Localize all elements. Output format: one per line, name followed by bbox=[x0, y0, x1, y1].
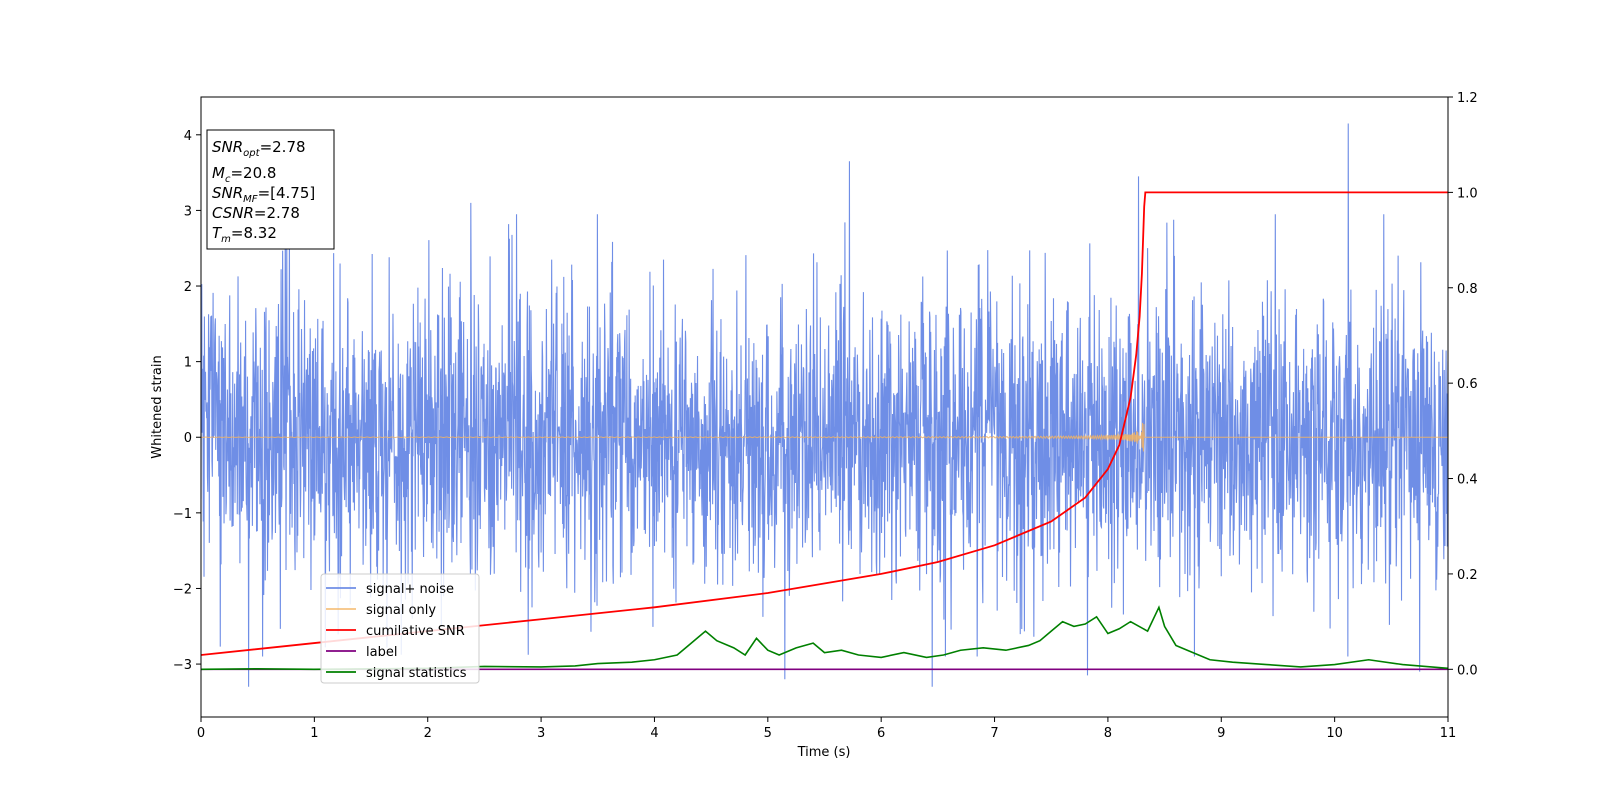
y-left-tick-label: −3 bbox=[173, 658, 192, 673]
y-right-tick-label: 1.0 bbox=[1457, 186, 1478, 201]
x-tick-label: 6 bbox=[877, 726, 885, 741]
annotation-snr-opt: SNRopt=2.78 bbox=[212, 138, 306, 159]
y-right-tick-label: 0.8 bbox=[1457, 282, 1478, 297]
x-tick-label: 4 bbox=[650, 726, 658, 741]
y-left-tick-label: 0 bbox=[184, 431, 192, 446]
legend: signal+ noise signal only cumilative SNR la… bbox=[320, 573, 480, 684]
series-signal-statistics-line bbox=[201, 605, 1448, 671]
legend-label-signal-statistics: signal statistics bbox=[366, 666, 467, 681]
y-right-tick-label: 0.0 bbox=[1457, 663, 1478, 678]
annotation-tm: Tm=8.32 bbox=[212, 224, 277, 245]
legend-label-signal-noise: signal+ noise bbox=[366, 582, 454, 597]
y-left-tick-label: −2 bbox=[173, 582, 192, 597]
x-tick-label: 3 bbox=[537, 726, 545, 741]
annotation-csnr: CSNR=2.78 bbox=[212, 204, 300, 222]
x-tick-label: 10 bbox=[1326, 726, 1343, 741]
x-axis-title: Time (s) bbox=[797, 745, 851, 760]
x-tick-label: 8 bbox=[1104, 726, 1112, 741]
y-right-tick-label: 1.2 bbox=[1457, 91, 1478, 106]
x-tick-label: 11 bbox=[1440, 726, 1457, 741]
series-signal-only-line bbox=[201, 422, 1448, 452]
y-right-tick-label: 0.6 bbox=[1457, 377, 1478, 392]
series-cumulative-snr-line bbox=[201, 191, 1448, 656]
y-left-tick-label: 1 bbox=[184, 356, 192, 371]
x-tick-label: 7 bbox=[990, 726, 998, 741]
legend-label-signal-only: signal only bbox=[366, 603, 436, 618]
y-left-tick-label: 2 bbox=[184, 280, 192, 295]
legend-label-label: label bbox=[366, 645, 397, 660]
series-signal-noise-line bbox=[201, 123, 1448, 687]
y-axis-right: 0.0 0.2 0.4 0.6 0.8 1.0 1.2 bbox=[1448, 91, 1478, 678]
annotation-box: SNRopt=2.78 Mc=20.8 SNRMF=[4.75] CSNR=2.… bbox=[206, 129, 335, 250]
x-tick-label: 2 bbox=[424, 726, 432, 741]
y-axis-title: Whitened strain bbox=[150, 355, 165, 458]
x-axis: 0 1 2 3 4 5 6 7 8 9 10 11 bbox=[197, 717, 1456, 741]
x-tick-label: 5 bbox=[764, 726, 772, 741]
legend-label-cumilative-snr: cumilative SNR bbox=[366, 624, 465, 639]
y-left-tick-label: −1 bbox=[173, 507, 192, 522]
y-right-tick-label: 0.2 bbox=[1457, 568, 1478, 583]
x-tick-label: 0 bbox=[197, 726, 205, 741]
y-right-tick-label: 0.4 bbox=[1457, 473, 1478, 488]
x-tick-label: 1 bbox=[310, 726, 318, 741]
y-axis-left: −3 −2 −1 0 1 2 3 4 bbox=[173, 129, 201, 673]
plot-frame bbox=[200, 96, 1449, 718]
annotation-snr-mf: SNRMF=[4.75] bbox=[212, 184, 315, 205]
x-tick-label: 9 bbox=[1217, 726, 1225, 741]
annotation-mc: Mc=20.8 bbox=[212, 164, 276, 185]
y-left-tick-label: 4 bbox=[184, 129, 192, 144]
y-left-tick-label: 3 bbox=[184, 204, 192, 219]
